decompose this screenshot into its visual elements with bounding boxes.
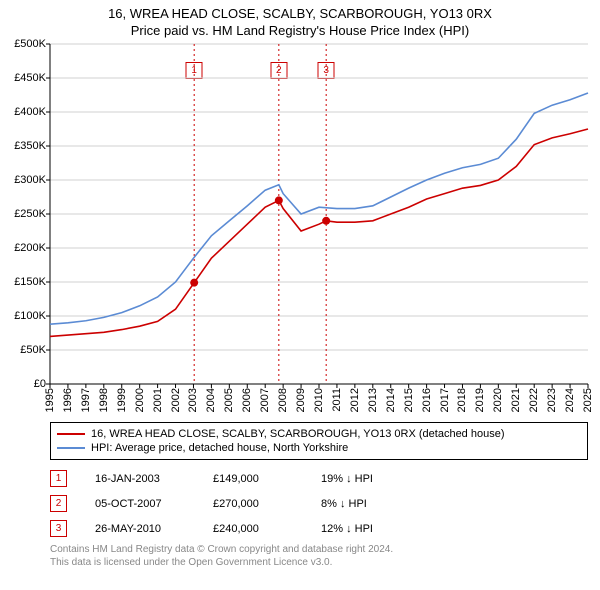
transaction-date: 26-MAY-2010	[95, 523, 185, 535]
series-hpi	[50, 93, 588, 324]
x-tick-label: 2022	[528, 388, 540, 412]
transaction-price: £149,000	[213, 473, 293, 485]
legend-label: 16, WREA HEAD CLOSE, SCALBY, SCARBOROUGH…	[91, 428, 505, 440]
transaction-price: £240,000	[213, 523, 293, 535]
transaction-hpi: 19% ↓ HPI	[321, 473, 411, 485]
x-tick-label: 2013	[367, 388, 379, 412]
legend-swatch	[57, 433, 85, 435]
x-tick-label: 2024	[564, 388, 576, 412]
x-tick-label: 2006	[241, 388, 253, 412]
x-tick-label: 2012	[349, 388, 361, 412]
chart-titles: 16, WREA HEAD CLOSE, SCALBY, SCARBOROUGH…	[0, 0, 600, 38]
y-tick-label: £200K	[14, 242, 46, 254]
transaction-price: £270,000	[213, 498, 293, 510]
x-tick-label: 1997	[80, 388, 92, 412]
chart-container: 16, WREA HEAD CLOSE, SCALBY, SCARBOROUGH…	[0, 0, 600, 569]
legend-item: 16, WREA HEAD CLOSE, SCALBY, SCARBOROUGH…	[57, 427, 581, 441]
x-tick-label: 2019	[474, 388, 486, 412]
x-tick-label: 2003	[187, 388, 199, 412]
y-tick-label: £300K	[14, 174, 46, 186]
x-axis: 1995199619971998199920002001200220032004…	[50, 384, 588, 418]
legend-box: 16, WREA HEAD CLOSE, SCALBY, SCARBOROUGH…	[50, 422, 588, 460]
transaction-table: 1 16-JAN-2003 £149,000 19% ↓ HPI 2 05-OCT-200…	[50, 466, 588, 541]
y-tick-label: £250K	[14, 208, 46, 220]
x-tick-label: 2025	[582, 388, 594, 412]
x-tick-label: 2020	[492, 388, 504, 412]
y-tick-label: £400K	[14, 106, 46, 118]
x-tick-label: 2010	[313, 388, 325, 412]
chart-footer: Contains HM Land Registry data © Crown c…	[50, 543, 588, 569]
transaction-point	[190, 279, 198, 287]
y-tick-label: £450K	[14, 72, 46, 84]
transaction-number: 3	[50, 520, 67, 537]
transaction-point	[322, 217, 330, 225]
y-tick-label: £350K	[14, 140, 46, 152]
x-tick-label: 1995	[44, 388, 56, 412]
legend-label: HPI: Average price, detached house, Nort…	[91, 442, 348, 454]
x-tick-label: 2014	[385, 388, 397, 412]
x-tick-label: 2009	[295, 388, 307, 412]
y-tick-label: £100K	[14, 310, 46, 322]
chart-subtitle: Price paid vs. HM Land Registry's House …	[0, 23, 600, 38]
plot-area: £0£50K£100K£150K£200K£250K£300K£350K£400…	[50, 44, 588, 384]
x-tick-label: 2001	[152, 388, 164, 412]
x-tick-label: 2015	[403, 388, 415, 412]
chart-title: 16, WREA HEAD CLOSE, SCALBY, SCARBOROUGH…	[0, 6, 600, 21]
x-tick-label: 2002	[170, 388, 182, 412]
footer-line1: Contains HM Land Registry data © Crown c…	[50, 543, 588, 556]
x-tick-label: 2004	[205, 388, 217, 412]
x-tick-label: 1998	[98, 388, 110, 412]
x-tick-label: 2000	[134, 388, 146, 412]
series-property	[50, 129, 588, 336]
transaction-number: 2	[50, 495, 67, 512]
x-tick-label: 2007	[259, 388, 271, 412]
transaction-row: 3 26-MAY-2010 £240,000 12% ↓ HPI	[50, 516, 588, 541]
y-tick-label: £50K	[20, 344, 46, 356]
chart-svg	[50, 44, 588, 384]
x-tick-label: 2021	[510, 388, 522, 412]
x-tick-label: 1996	[62, 388, 74, 412]
transaction-row: 1 16-JAN-2003 £149,000 19% ↓ HPI	[50, 466, 588, 491]
transaction-date: 05-OCT-2007	[95, 498, 185, 510]
footer-line2: This data is licensed under the Open Gov…	[50, 556, 588, 569]
x-tick-label: 2018	[456, 388, 468, 412]
x-tick-label: 2017	[439, 388, 451, 412]
transaction-point	[275, 196, 283, 204]
x-tick-label: 2011	[331, 388, 343, 412]
transaction-date: 16-JAN-2003	[95, 473, 185, 485]
transaction-hpi: 12% ↓ HPI	[321, 523, 411, 535]
legend-item: HPI: Average price, detached house, Nort…	[57, 441, 581, 455]
x-tick-label: 2008	[277, 388, 289, 412]
x-tick-label: 2016	[421, 388, 433, 412]
transaction-row: 2 05-OCT-2007 £270,000 8% ↓ HPI	[50, 491, 588, 516]
transaction-number: 1	[50, 470, 67, 487]
transaction-hpi: 8% ↓ HPI	[321, 498, 411, 510]
x-tick-label: 1999	[116, 388, 128, 412]
legend-swatch	[57, 447, 85, 449]
y-tick-label: £500K	[14, 38, 46, 50]
x-tick-label: 2005	[223, 388, 235, 412]
y-tick-label: £150K	[14, 276, 46, 288]
x-tick-label: 2023	[546, 388, 558, 412]
